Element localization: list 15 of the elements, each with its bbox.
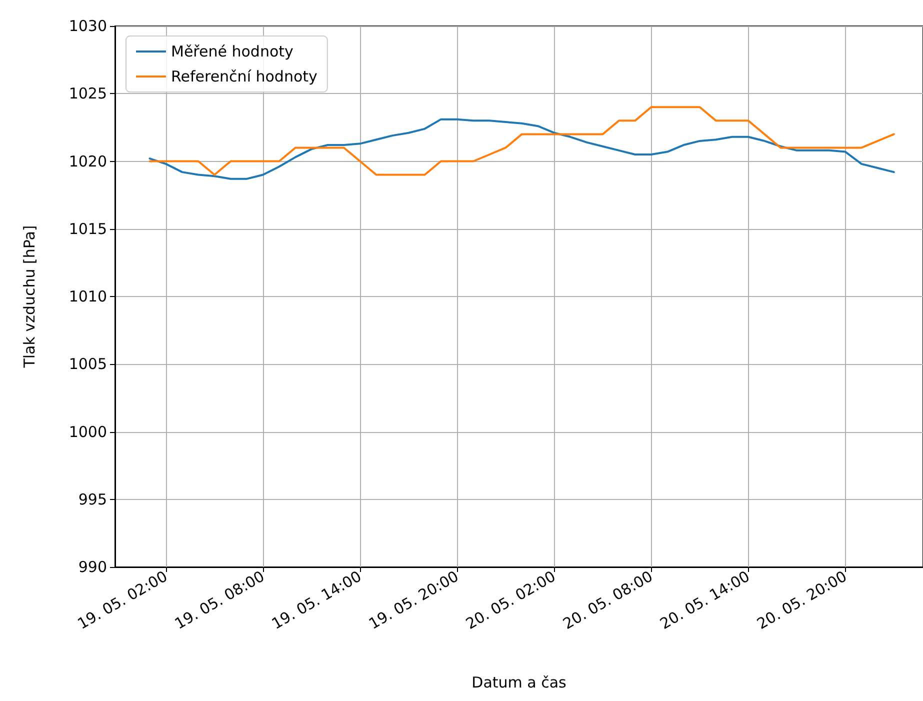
line-series <box>148 106 895 176</box>
legend-label: Referenční hodnoty <box>171 68 318 86</box>
y-tick-label: 990 <box>78 558 107 576</box>
x-axis-title: Datum a čas <box>472 674 567 692</box>
y-tick-label: 1020 <box>68 152 107 170</box>
y-tick-label: 1030 <box>68 17 107 35</box>
legend-label: Měřené hodnoty <box>171 42 294 60</box>
y-tick-label: 1000 <box>68 422 107 441</box>
y-tick-label: 1010 <box>68 288 107 306</box>
y-tick-label: 1015 <box>68 220 107 238</box>
line-series <box>148 118 895 180</box>
y-axis-title: Tlak vzduchu [hPa] <box>20 225 38 369</box>
y-tick-label: 995 <box>78 490 107 508</box>
y-tick-label: 1005 <box>68 355 107 374</box>
y-tick-label: 1025 <box>68 84 107 103</box>
